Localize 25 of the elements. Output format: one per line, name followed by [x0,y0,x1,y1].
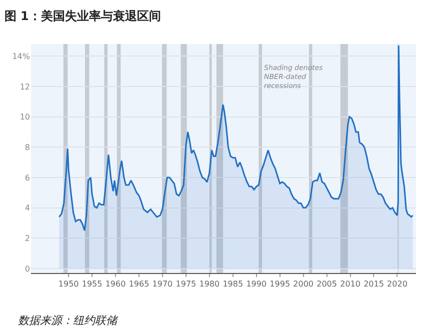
x-tick-label: 2015 [364,280,384,289]
x-tick-label: 1995 [270,280,290,289]
x-tick-label: 1950 [58,280,79,289]
source-note: 数据来源：纽约联储 [18,314,119,327]
x-tick-label: 1975 [176,280,196,289]
x-tick-label: 1985 [222,280,244,289]
y-tick-label: 2 [24,234,30,243]
x-tick-label: 2000 [293,280,314,289]
y-tick-label: 4 [24,204,30,213]
x-tick-label: 1960 [105,280,126,289]
y-tick-label: 14% [12,52,30,61]
x-tick-label: 2010 [340,280,360,289]
x-tick-label: 1980 [199,280,220,289]
x-tick-label: 1955 [82,280,102,289]
chart-title: 图 1：美国失业率与衰退区间 [4,8,161,23]
y-tick-label: 6 [24,173,30,182]
y-tick-label: 0 [24,264,30,274]
y-tick-label: 8 [24,142,30,152]
y-tick-label: 12 [20,82,30,92]
y-tick-label: 10 [20,112,30,122]
x-tick-label: 2005 [316,280,337,289]
x-tick-label: 1965 [128,280,150,289]
x-tick-label: 2020 [387,280,408,289]
x-tick-label: 1990 [246,280,267,289]
x-tick-label: 1970 [152,280,173,289]
